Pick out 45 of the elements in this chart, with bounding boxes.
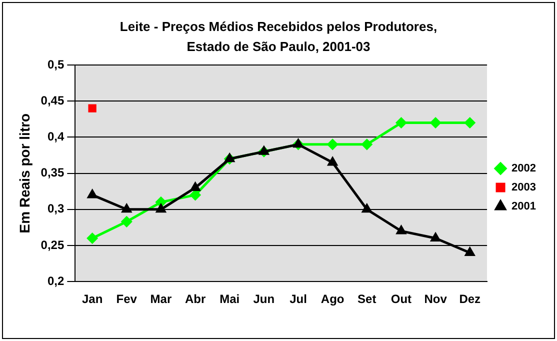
x-tick-label: Jun: [253, 292, 275, 306]
point: [328, 157, 338, 166]
point: [396, 226, 406, 234]
point: [224, 154, 234, 162]
x-tick-label: Out: [390, 292, 412, 306]
point: [88, 104, 96, 112]
legend-label: 2002: [512, 162, 536, 175]
x-tick-label: Fev: [116, 292, 138, 306]
point: [190, 182, 200, 191]
point: [156, 196, 166, 208]
point: [88, 190, 98, 198]
y-tick-label: 0,45: [40, 93, 64, 108]
chart-title: Leite - Preços Médios Recebidos pelos Produtores, Estado de São Paulo, 2001-03: [118, 18, 438, 56]
x-tick-label: Ago: [320, 292, 344, 306]
point: [396, 118, 406, 128]
point: [122, 204, 132, 213]
point: [362, 204, 372, 213]
legend-label: 2003: [512, 182, 536, 194]
point: [362, 139, 372, 150]
x-tick-label: Jan: [82, 292, 103, 306]
x-tick-label: Mar: [150, 292, 172, 306]
y-tick-label: 0,35: [40, 166, 64, 180]
x-tick-label: Mai: [220, 292, 240, 306]
point: [259, 146, 269, 155]
point: [156, 204, 166, 213]
y-axis-title: Em Reais por litro: [16, 113, 32, 234]
x-tick-label: Abr: [184, 292, 206, 306]
point: [327, 139, 338, 150]
point: [190, 190, 201, 200]
x-tick-label: Nov: [424, 292, 448, 306]
point: [87, 233, 98, 244]
point: [121, 216, 132, 227]
point: [464, 118, 476, 128]
y-tick-label: 0,2: [47, 274, 64, 288]
y-tick-label: 0,3: [47, 202, 64, 216]
point: [430, 233, 440, 242]
x-tick-label: Jul: [290, 292, 307, 306]
point: [430, 118, 441, 128]
x-tick-label: Set: [358, 292, 376, 306]
y-tick-label: 0,4: [47, 130, 64, 144]
y-tick-label: 0,5: [47, 57, 64, 72]
x-tick-label: Dez: [459, 292, 481, 306]
y-tick-label: 0,25: [40, 238, 64, 252]
point: [465, 247, 475, 256]
legend-label: 2001: [512, 200, 536, 213]
